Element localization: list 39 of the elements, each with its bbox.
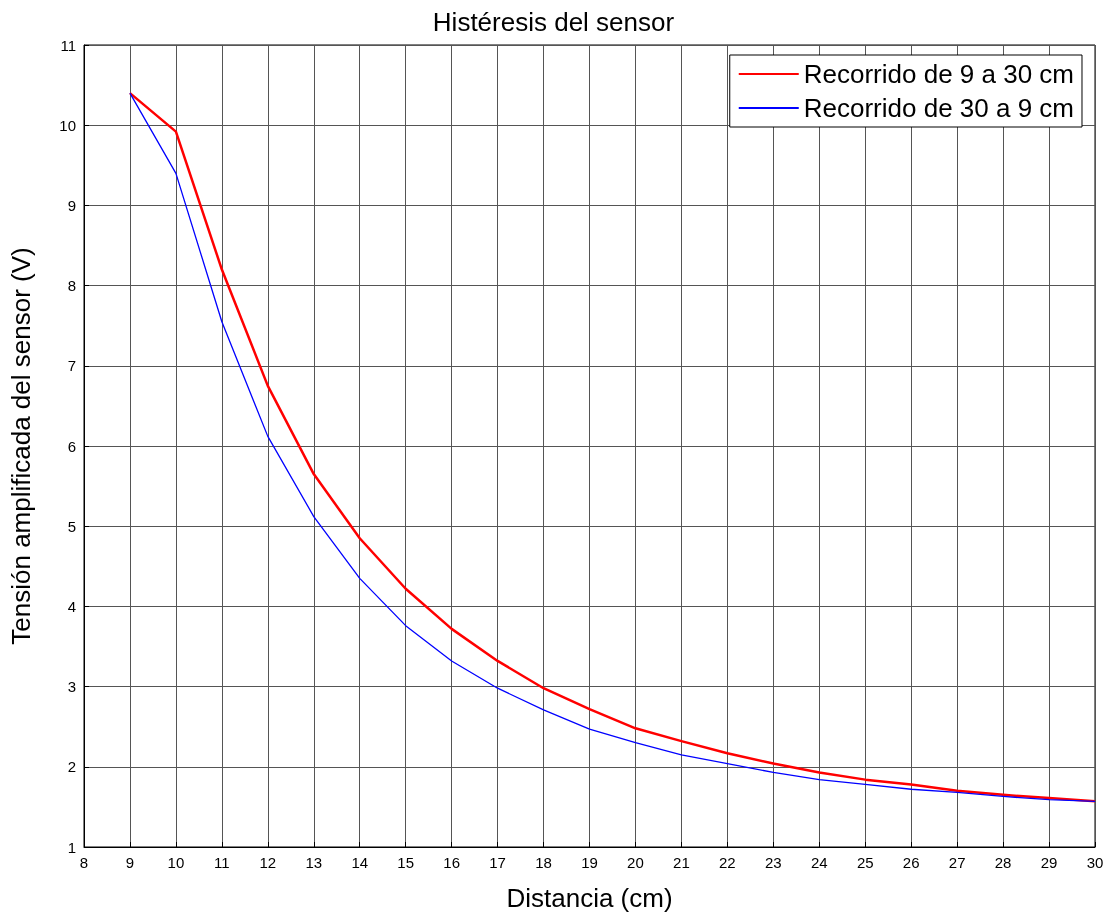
x-tick-label: 11 [214,854,230,871]
x-tick-label: 9 [125,854,135,871]
y-tick-label: 9 [67,196,76,214]
x-tick-label: 17 [489,854,506,871]
chart-title: Histéresis del sensor [432,7,675,37]
y-tick-label: 2 [67,758,76,776]
x-tick-label: 28 [994,854,1012,871]
x-tick-label: 15 [397,854,415,871]
x-tick-label: 24 [810,854,828,871]
x-tick-label: 26 [902,854,920,871]
x-tick-label: 23 [764,854,782,871]
x-tick-label: 22 [719,854,736,871]
y-tick-label: 8 [67,277,76,295]
y-tick-label: 1 [67,838,76,856]
x-tick-label: 20 [627,854,644,871]
y-tick-label: 3 [67,678,76,696]
x-tick-label: 18 [535,854,552,871]
x-tick-label: 12 [259,854,277,871]
x-axis-title: Distancia (cm) [506,883,673,913]
x-tick-label: 10 [167,854,185,871]
y-tick-label: 4 [67,597,76,615]
x-tick-label: 25 [856,854,874,871]
x-tick-label: 13 [305,854,323,871]
legend-label: Recorrido de 9 a 30 cm [803,59,1074,89]
x-tick-label: 8 [79,854,89,871]
x-tick-label: 16 [443,854,460,871]
x-tick-label: 30 [1086,854,1104,871]
y-tick-label: 7 [67,357,76,375]
y-axis-title: Tensión amplificada del sensor (V) [6,247,36,645]
x-tick-label: 27 [948,854,966,871]
x-tick-label: 19 [581,854,598,871]
x-tick-label: 21 [673,854,690,871]
y-tick-label: 10 [59,116,76,134]
y-tick-label: 11 [60,36,76,54]
y-tick-label: 5 [67,517,76,535]
x-tick-label: 14 [351,854,369,871]
y-tick-label: 6 [67,437,76,455]
legend-label: Recorrido de 30 a 9 cm [803,93,1074,123]
x-tick-label: 29 [1040,854,1058,871]
